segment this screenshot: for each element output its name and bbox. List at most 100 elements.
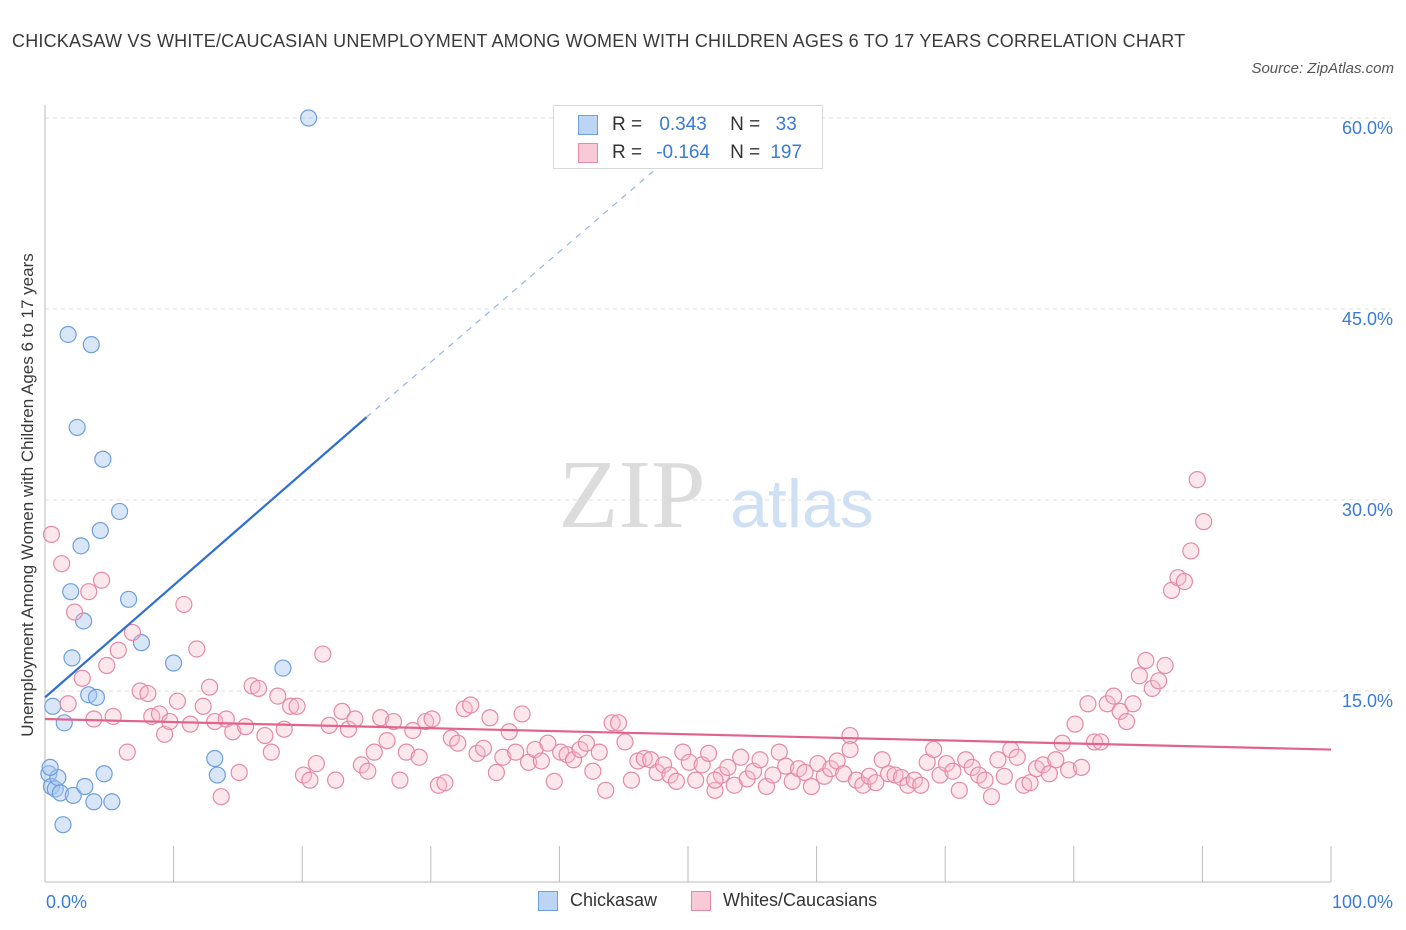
y-axis-label: Unemployment Among Women with Children A… xyxy=(18,253,37,737)
whites-point xyxy=(1047,751,1065,769)
whites-point xyxy=(532,752,550,770)
whites-point xyxy=(230,763,248,782)
chickasaw-point xyxy=(82,336,100,354)
whites-point xyxy=(194,697,212,715)
whites-point xyxy=(436,774,454,792)
whites-point xyxy=(1079,695,1097,713)
whites-point xyxy=(680,753,698,771)
whites-point xyxy=(584,762,602,780)
whites-point xyxy=(139,684,157,703)
chickasaw-swatch xyxy=(578,115,598,135)
chickasaw-point xyxy=(55,714,73,732)
whites-point xyxy=(73,669,91,687)
whites-point xyxy=(301,771,319,789)
whites-point xyxy=(249,679,268,698)
whites-point xyxy=(474,739,493,757)
whites-point xyxy=(1105,687,1123,705)
whites-r-value: -0.164 xyxy=(656,142,711,163)
whites-point xyxy=(314,645,332,663)
chickasaw-point xyxy=(91,521,109,540)
whites-legend-label: Whites/Caucasians xyxy=(723,890,878,910)
whites-point xyxy=(539,734,557,752)
y-tick-label: 30.0% xyxy=(1342,500,1393,520)
chickasaw-point xyxy=(74,612,93,630)
chickasaw-point xyxy=(110,502,129,521)
whites-point xyxy=(982,788,1001,806)
whites-point xyxy=(995,767,1013,785)
chickasaw-point xyxy=(41,758,59,777)
whites-point xyxy=(873,751,891,769)
whites-point xyxy=(1137,651,1155,670)
whites-point xyxy=(597,781,615,799)
chickasaw-point xyxy=(40,765,58,783)
whites-point xyxy=(1195,513,1213,531)
whites-point xyxy=(92,571,111,589)
legend-row-chickasaw: R = 0.343 N = 33 xyxy=(578,112,812,138)
whites-point xyxy=(1034,756,1052,774)
watermark-atlas: atlas xyxy=(730,466,874,542)
whites-point xyxy=(507,743,525,761)
whites-point xyxy=(384,712,403,731)
chickasaw-point xyxy=(76,777,94,796)
whites-point xyxy=(397,743,415,761)
whites-point xyxy=(378,732,396,750)
whites-point xyxy=(699,744,718,762)
whites-point xyxy=(42,525,61,543)
whites-point xyxy=(777,757,795,775)
whites-point xyxy=(282,697,300,715)
whites-point xyxy=(1040,765,1058,783)
whites-point xyxy=(1130,667,1148,685)
whites-point xyxy=(269,687,287,705)
whites-point xyxy=(256,726,274,745)
whites-point xyxy=(1072,758,1091,777)
chickasaw-point xyxy=(64,786,82,805)
whites-point xyxy=(796,763,814,782)
whites-point xyxy=(1117,712,1136,731)
whites-point xyxy=(706,771,724,789)
chickasaw-point xyxy=(85,793,103,811)
whites-point xyxy=(53,555,71,573)
whites-point xyxy=(1182,542,1200,560)
whites-point xyxy=(925,740,943,759)
whites-point xyxy=(571,740,589,759)
chickasaw-r-value: 0.343 xyxy=(659,114,707,135)
whites-point xyxy=(109,641,127,659)
whites-point xyxy=(802,777,821,796)
chickasaw-point xyxy=(72,537,90,555)
chickasaw-point xyxy=(44,697,62,715)
whites-point xyxy=(976,771,994,789)
chickasaw-point xyxy=(119,590,138,608)
whites-point xyxy=(1092,733,1110,751)
chickasaw-point xyxy=(62,583,80,601)
whites-point xyxy=(764,766,782,784)
whites-point xyxy=(1156,656,1174,675)
whites-point xyxy=(603,714,621,732)
whites-point xyxy=(661,766,679,784)
whites-point xyxy=(1066,715,1084,733)
whites-point xyxy=(577,734,596,752)
chickasaw-point xyxy=(68,418,86,437)
whites-point xyxy=(307,754,325,773)
whites-point xyxy=(181,715,199,733)
whites-point xyxy=(860,767,878,785)
legend-item-whites: Whites/Caucasians xyxy=(691,890,877,911)
whites-point xyxy=(1124,695,1142,713)
whites-point xyxy=(333,702,351,720)
whites-point xyxy=(989,751,1007,769)
whites-point xyxy=(1175,572,1193,591)
whites-point xyxy=(188,640,206,658)
whites-swatch xyxy=(578,143,598,163)
whites-point xyxy=(65,603,84,621)
n-label: N = xyxy=(730,114,761,135)
correlation-legend: R = 0.343 N = 33 R = -0.164 N = 197 xyxy=(553,105,823,169)
chickasaw-point xyxy=(87,688,106,706)
y-tick-label: 15.0% xyxy=(1342,691,1393,711)
whites-point xyxy=(564,751,583,769)
r-label: R = xyxy=(612,142,643,163)
whites-point xyxy=(609,714,628,732)
whites-point xyxy=(487,763,505,782)
whites-point xyxy=(654,756,673,774)
legend-item-chickasaw: Chickasaw xyxy=(538,890,657,911)
chickasaw-point xyxy=(300,109,318,127)
